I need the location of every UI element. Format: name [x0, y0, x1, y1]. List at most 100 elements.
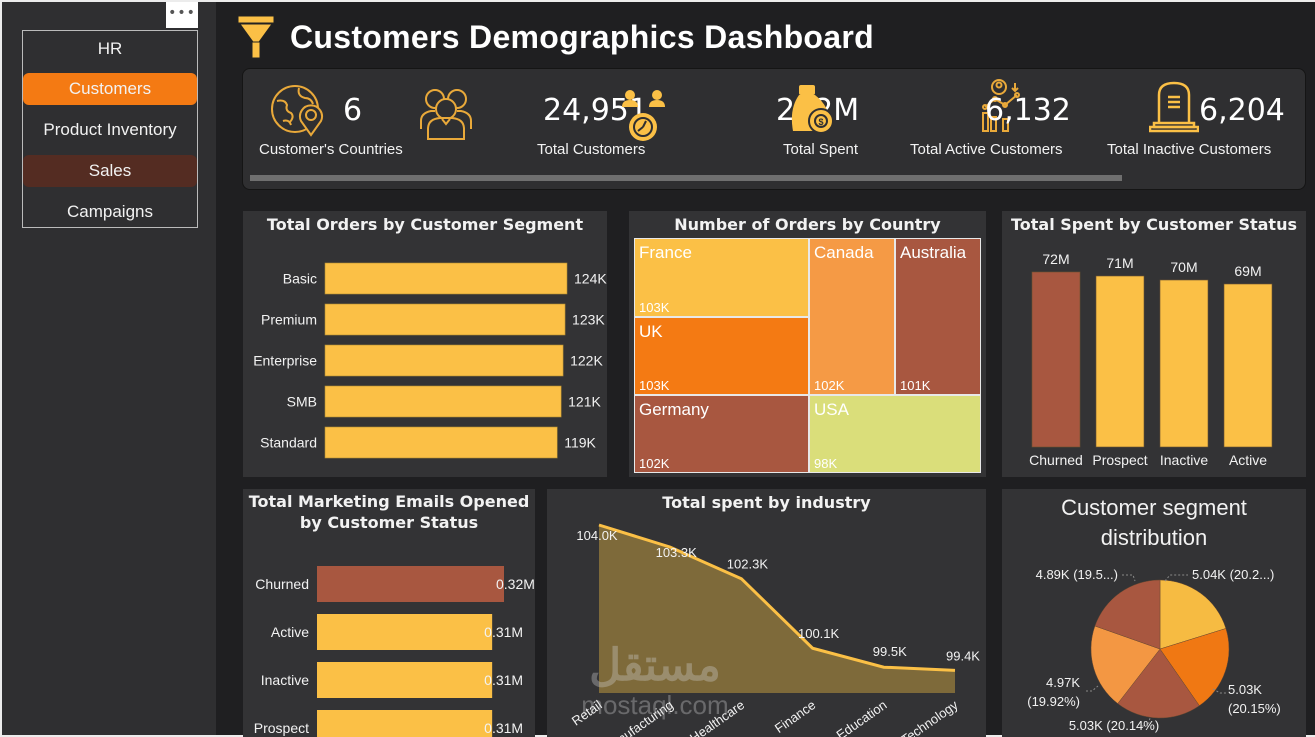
- data-label: 69M: [1234, 263, 1261, 279]
- tile-name: France: [639, 243, 692, 263]
- nav-item-hr[interactable]: HR: [23, 33, 197, 65]
- spent-by-industry-chart: 104.0KRetail103.3KManufacturing102.3KHea…: [547, 489, 986, 737]
- globe-location-icon: [269, 83, 327, 141]
- nav-item-customers[interactable]: Customers: [23, 73, 197, 105]
- category-label: Premium: [261, 312, 317, 328]
- nav-item-campaigns[interactable]: Campaigns: [23, 196, 197, 228]
- tile-name: UK: [639, 322, 663, 342]
- tile-name: Germany: [639, 400, 709, 420]
- bar: [325, 427, 557, 458]
- kpi-active-customers-value: 6,132: [985, 93, 1071, 128]
- treemap-tile-germany[interactable]: Germany 102K: [634, 395, 809, 473]
- tile-value: 103K: [639, 300, 669, 315]
- customer-time-icon: [621, 89, 671, 145]
- horizontal-scrollbar[interactable]: [250, 175, 1122, 181]
- category-label: Basic: [283, 271, 317, 287]
- data-label: 0.32M: [496, 576, 535, 592]
- treemap-tile-canada[interactable]: Canada 102K: [809, 238, 895, 395]
- kpi-total-customers-label: Total Customers: [537, 141, 645, 158]
- leader-line: [1086, 686, 1098, 691]
- tombstone-icon: [1149, 81, 1199, 133]
- leader-line: [1122, 575, 1135, 581]
- slice-label: 4.89K (19.5...): [1036, 567, 1118, 582]
- tile-value: 102K: [639, 456, 669, 471]
- page-navigator: HR Customers Product Inventory Sales Cam…: [22, 30, 198, 228]
- data-label: 72M: [1042, 251, 1069, 267]
- kpi-active-customers-label: Total Active Customers: [910, 141, 1063, 158]
- tile-value: 101K: [900, 378, 930, 393]
- bar: [1096, 276, 1144, 447]
- nav-item-sales[interactable]: Sales: [23, 155, 197, 187]
- data-label: 71M: [1106, 255, 1133, 271]
- tile-name: Canada: [814, 243, 874, 263]
- data-label: 104.0K: [576, 528, 618, 543]
- tile-value: 102K: [814, 378, 844, 393]
- kpi-total-spent-label: Total Spent: [783, 141, 858, 158]
- bar: [317, 710, 492, 737]
- bar: [325, 263, 567, 294]
- svg-text:$: $: [818, 117, 823, 127]
- category-label: Standard: [260, 435, 317, 451]
- tile-value: 103K: [639, 378, 669, 393]
- bar: [317, 566, 504, 602]
- data-label: 0.31M: [484, 624, 523, 640]
- data-label: 0.31M: [484, 672, 523, 688]
- slice-label: 5.03K (20.14%): [1069, 718, 1159, 733]
- data-label: 99.5K: [873, 644, 907, 659]
- category-label: Active: [1229, 452, 1267, 468]
- data-label: 124K: [574, 271, 607, 287]
- data-label: 121K: [568, 394, 601, 410]
- data-label: 103.3K: [656, 545, 698, 560]
- chart-title: Number of Orders by Country: [629, 215, 986, 234]
- kpi-countries-value: 6: [343, 93, 362, 128]
- category-label: SMB: [287, 394, 317, 410]
- slice-label: 4.97K: [1046, 675, 1080, 690]
- slice-label: (20.15%): [1228, 701, 1281, 716]
- segment-distribution-pie: 5.04K (20.2...)5.03K(20.15%)5.03K (20.14…: [1002, 489, 1306, 737]
- sidebar: ••• HR Customers Product Inventory Sales…: [2, 2, 216, 735]
- category-label: Healthcare: [687, 697, 747, 737]
- kpi-panel: 6 Customer's Countries 24,951 Total Cust…: [242, 68, 1306, 190]
- bar: [325, 345, 563, 376]
- data-label: 99.4K: [946, 648, 980, 663]
- segment-distribution-card: Customer segment distribution 5.04K (20.…: [1002, 489, 1306, 737]
- data-label: 0.31M: [484, 720, 523, 736]
- bar: [1224, 284, 1272, 447]
- category-label: Prospect: [254, 720, 309, 736]
- kpi-inactive-customers-value: 6,204: [1199, 93, 1285, 128]
- treemap-tile-uk[interactable]: UK 103K: [634, 317, 809, 395]
- data-label: 70M: [1170, 259, 1197, 275]
- nav-item-product-inventory[interactable]: Product Inventory: [23, 114, 197, 146]
- tile-value: 98K: [814, 456, 837, 471]
- slice-label: (19.92%): [1027, 694, 1080, 709]
- category-label: Prospect: [1092, 452, 1147, 468]
- bar: [317, 614, 492, 650]
- orders-by-country-treemap: France 103K UK 103K Germany 102K Canada 102K Aus…: [634, 238, 981, 473]
- data-label: 123K: [572, 312, 605, 328]
- funnel-icon: [236, 13, 276, 61]
- kpi-countries-label: Customer's Countries: [259, 141, 403, 158]
- treemap-tile-france[interactable]: France 103K: [634, 238, 809, 317]
- page-title: Customers Demographics Dashboard: [290, 19, 874, 56]
- category-label: Education: [834, 697, 890, 737]
- category-label: Manufacturing: [600, 697, 676, 737]
- people-group-icon: [418, 85, 474, 141]
- data-label: 100.1K: [798, 626, 840, 641]
- data-label: 119K: [564, 435, 596, 451]
- bar: [325, 304, 565, 335]
- category-label: Enterprise: [253, 353, 317, 369]
- slice-label: 5.03K: [1228, 682, 1262, 697]
- leader-line: [1165, 575, 1188, 581]
- spent-by-status-chart: 72MChurned71MProspect70MInactive69MActiv…: [1002, 211, 1306, 477]
- data-label: 122K: [570, 353, 603, 369]
- more-options-button[interactable]: •••: [166, 2, 198, 28]
- category-label: Active: [271, 624, 309, 640]
- bar: [325, 386, 561, 417]
